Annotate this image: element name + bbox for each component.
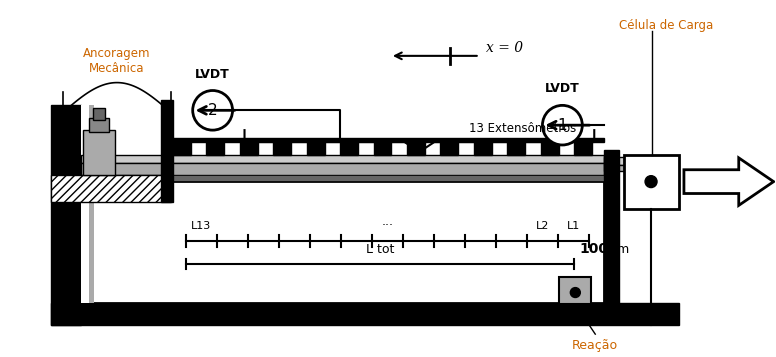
Text: L13: L13 bbox=[191, 221, 211, 231]
Polygon shape bbox=[684, 158, 774, 205]
Bar bbox=[89, 105, 94, 303]
Circle shape bbox=[570, 288, 580, 297]
Bar bbox=[81, 181, 605, 303]
Bar bbox=[441, 141, 459, 155]
Bar bbox=[173, 141, 191, 155]
Text: Célula de Carga: Célula de Carga bbox=[619, 19, 714, 32]
Bar bbox=[93, 108, 105, 120]
Bar bbox=[81, 155, 605, 163]
Bar bbox=[541, 141, 559, 155]
Text: LVDT: LVDT bbox=[545, 82, 580, 95]
Text: 13 Extensômetros: 13 Extensômetros bbox=[469, 122, 577, 135]
Bar bbox=[161, 100, 173, 202]
Bar bbox=[474, 141, 492, 155]
Bar bbox=[83, 130, 115, 175]
Bar bbox=[508, 141, 525, 155]
Bar bbox=[273, 141, 291, 155]
Bar bbox=[624, 155, 679, 209]
Circle shape bbox=[192, 91, 233, 130]
Text: L tot: L tot bbox=[365, 243, 394, 256]
Text: 2: 2 bbox=[208, 103, 217, 118]
Text: mm: mm bbox=[606, 243, 630, 256]
Bar bbox=[605, 150, 619, 303]
Bar bbox=[407, 141, 425, 155]
Bar bbox=[89, 118, 109, 132]
Bar bbox=[373, 141, 391, 155]
Bar bbox=[51, 175, 171, 202]
Text: Ancoragem
Mecânica: Ancoragem Mecânica bbox=[83, 47, 151, 75]
Bar bbox=[51, 105, 81, 325]
Text: ···: ··· bbox=[382, 219, 393, 232]
Bar bbox=[307, 141, 324, 155]
Text: Reação: Reação bbox=[572, 339, 618, 352]
Bar bbox=[605, 165, 624, 171]
Text: L1: L1 bbox=[567, 221, 580, 231]
Bar bbox=[574, 141, 592, 155]
Bar bbox=[340, 141, 358, 155]
Bar bbox=[81, 175, 605, 181]
Text: 100: 100 bbox=[580, 242, 608, 256]
Bar bbox=[206, 141, 224, 155]
Bar bbox=[81, 105, 89, 303]
Bar bbox=[51, 303, 679, 325]
Text: LVDT: LVDT bbox=[196, 67, 230, 81]
Text: 1: 1 bbox=[558, 118, 567, 133]
Text: L2: L2 bbox=[536, 221, 549, 231]
Bar bbox=[168, 138, 605, 142]
Bar bbox=[240, 141, 258, 155]
Circle shape bbox=[645, 176, 657, 187]
Bar bbox=[81, 163, 605, 175]
Circle shape bbox=[542, 105, 582, 145]
Bar bbox=[605, 157, 624, 165]
Text: x = 0: x = 0 bbox=[486, 41, 523, 55]
Bar bbox=[559, 277, 591, 305]
